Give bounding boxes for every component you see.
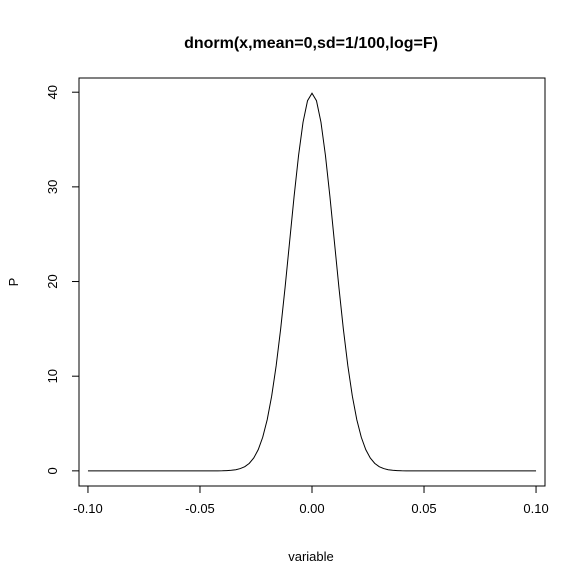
x-tick-label: -0.10 (73, 501, 103, 516)
x-tick-label: 0.05 (411, 501, 436, 516)
y-tick-label: 20 (45, 274, 60, 288)
y-tick-label: 40 (45, 85, 60, 99)
y-tick-label: 0 (45, 467, 60, 474)
y-axis: 0 10 20 30 40 (45, 85, 80, 474)
x-tick-label: -0.05 (185, 501, 215, 516)
x-axis: -0.10 -0.05 0.00 0.05 0.10 (73, 485, 549, 516)
x-tick-label: 0.10 (523, 501, 548, 516)
x-tick-label: 0.00 (299, 501, 324, 516)
x-axis-label: variable (288, 549, 334, 564)
y-tick-label: 10 (45, 369, 60, 383)
y-tick-label: 30 (45, 180, 60, 194)
y-axis-label: P (6, 278, 21, 287)
series-line (87, 92, 537, 472)
chart-title: dnorm(x,mean=0,sd=1/100,log=F) (184, 35, 438, 52)
plot-frame (78, 77, 546, 487)
